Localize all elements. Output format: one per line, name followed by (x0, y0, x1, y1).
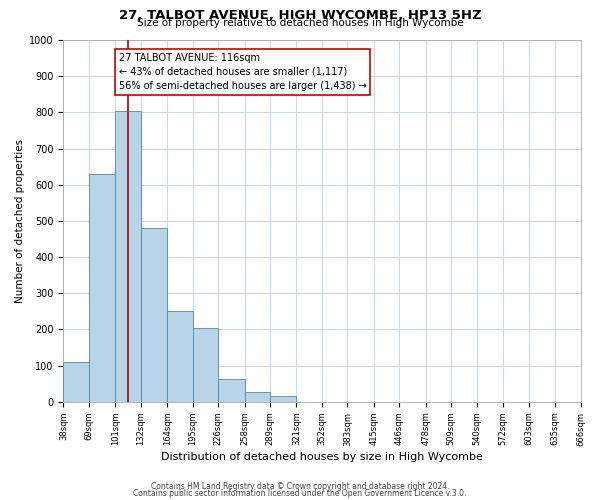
Text: Contains HM Land Registry data © Crown copyright and database right 2024.: Contains HM Land Registry data © Crown c… (151, 482, 449, 491)
Bar (64, 362, 89, 402)
X-axis label: Distribution of detached houses by size in High Wycombe: Distribution of detached houses by size … (161, 452, 483, 462)
Bar (89, 174, 115, 402)
Text: 27 TALBOT AVENUE: 116sqm
← 43% of detached houses are smaller (1,117)
56% of sem: 27 TALBOT AVENUE: 116sqm ← 43% of detach… (119, 52, 367, 90)
Bar (167, 312, 193, 402)
Bar (270, 396, 296, 402)
Text: 27, TALBOT AVENUE, HIGH WYCOMBE, HP13 5HZ: 27, TALBOT AVENUE, HIGH WYCOMBE, HP13 5H… (119, 9, 481, 22)
Bar (245, 392, 270, 402)
Text: Size of property relative to detached houses in High Wycombe: Size of property relative to detached ho… (137, 18, 463, 28)
Bar (218, 380, 245, 402)
Y-axis label: Number of detached properties: Number of detached properties (15, 139, 25, 303)
Bar (141, 228, 167, 402)
Text: Contains public sector information licensed under the Open Government Licence v.: Contains public sector information licen… (133, 488, 467, 498)
Bar (193, 328, 218, 402)
Bar (115, 110, 141, 402)
